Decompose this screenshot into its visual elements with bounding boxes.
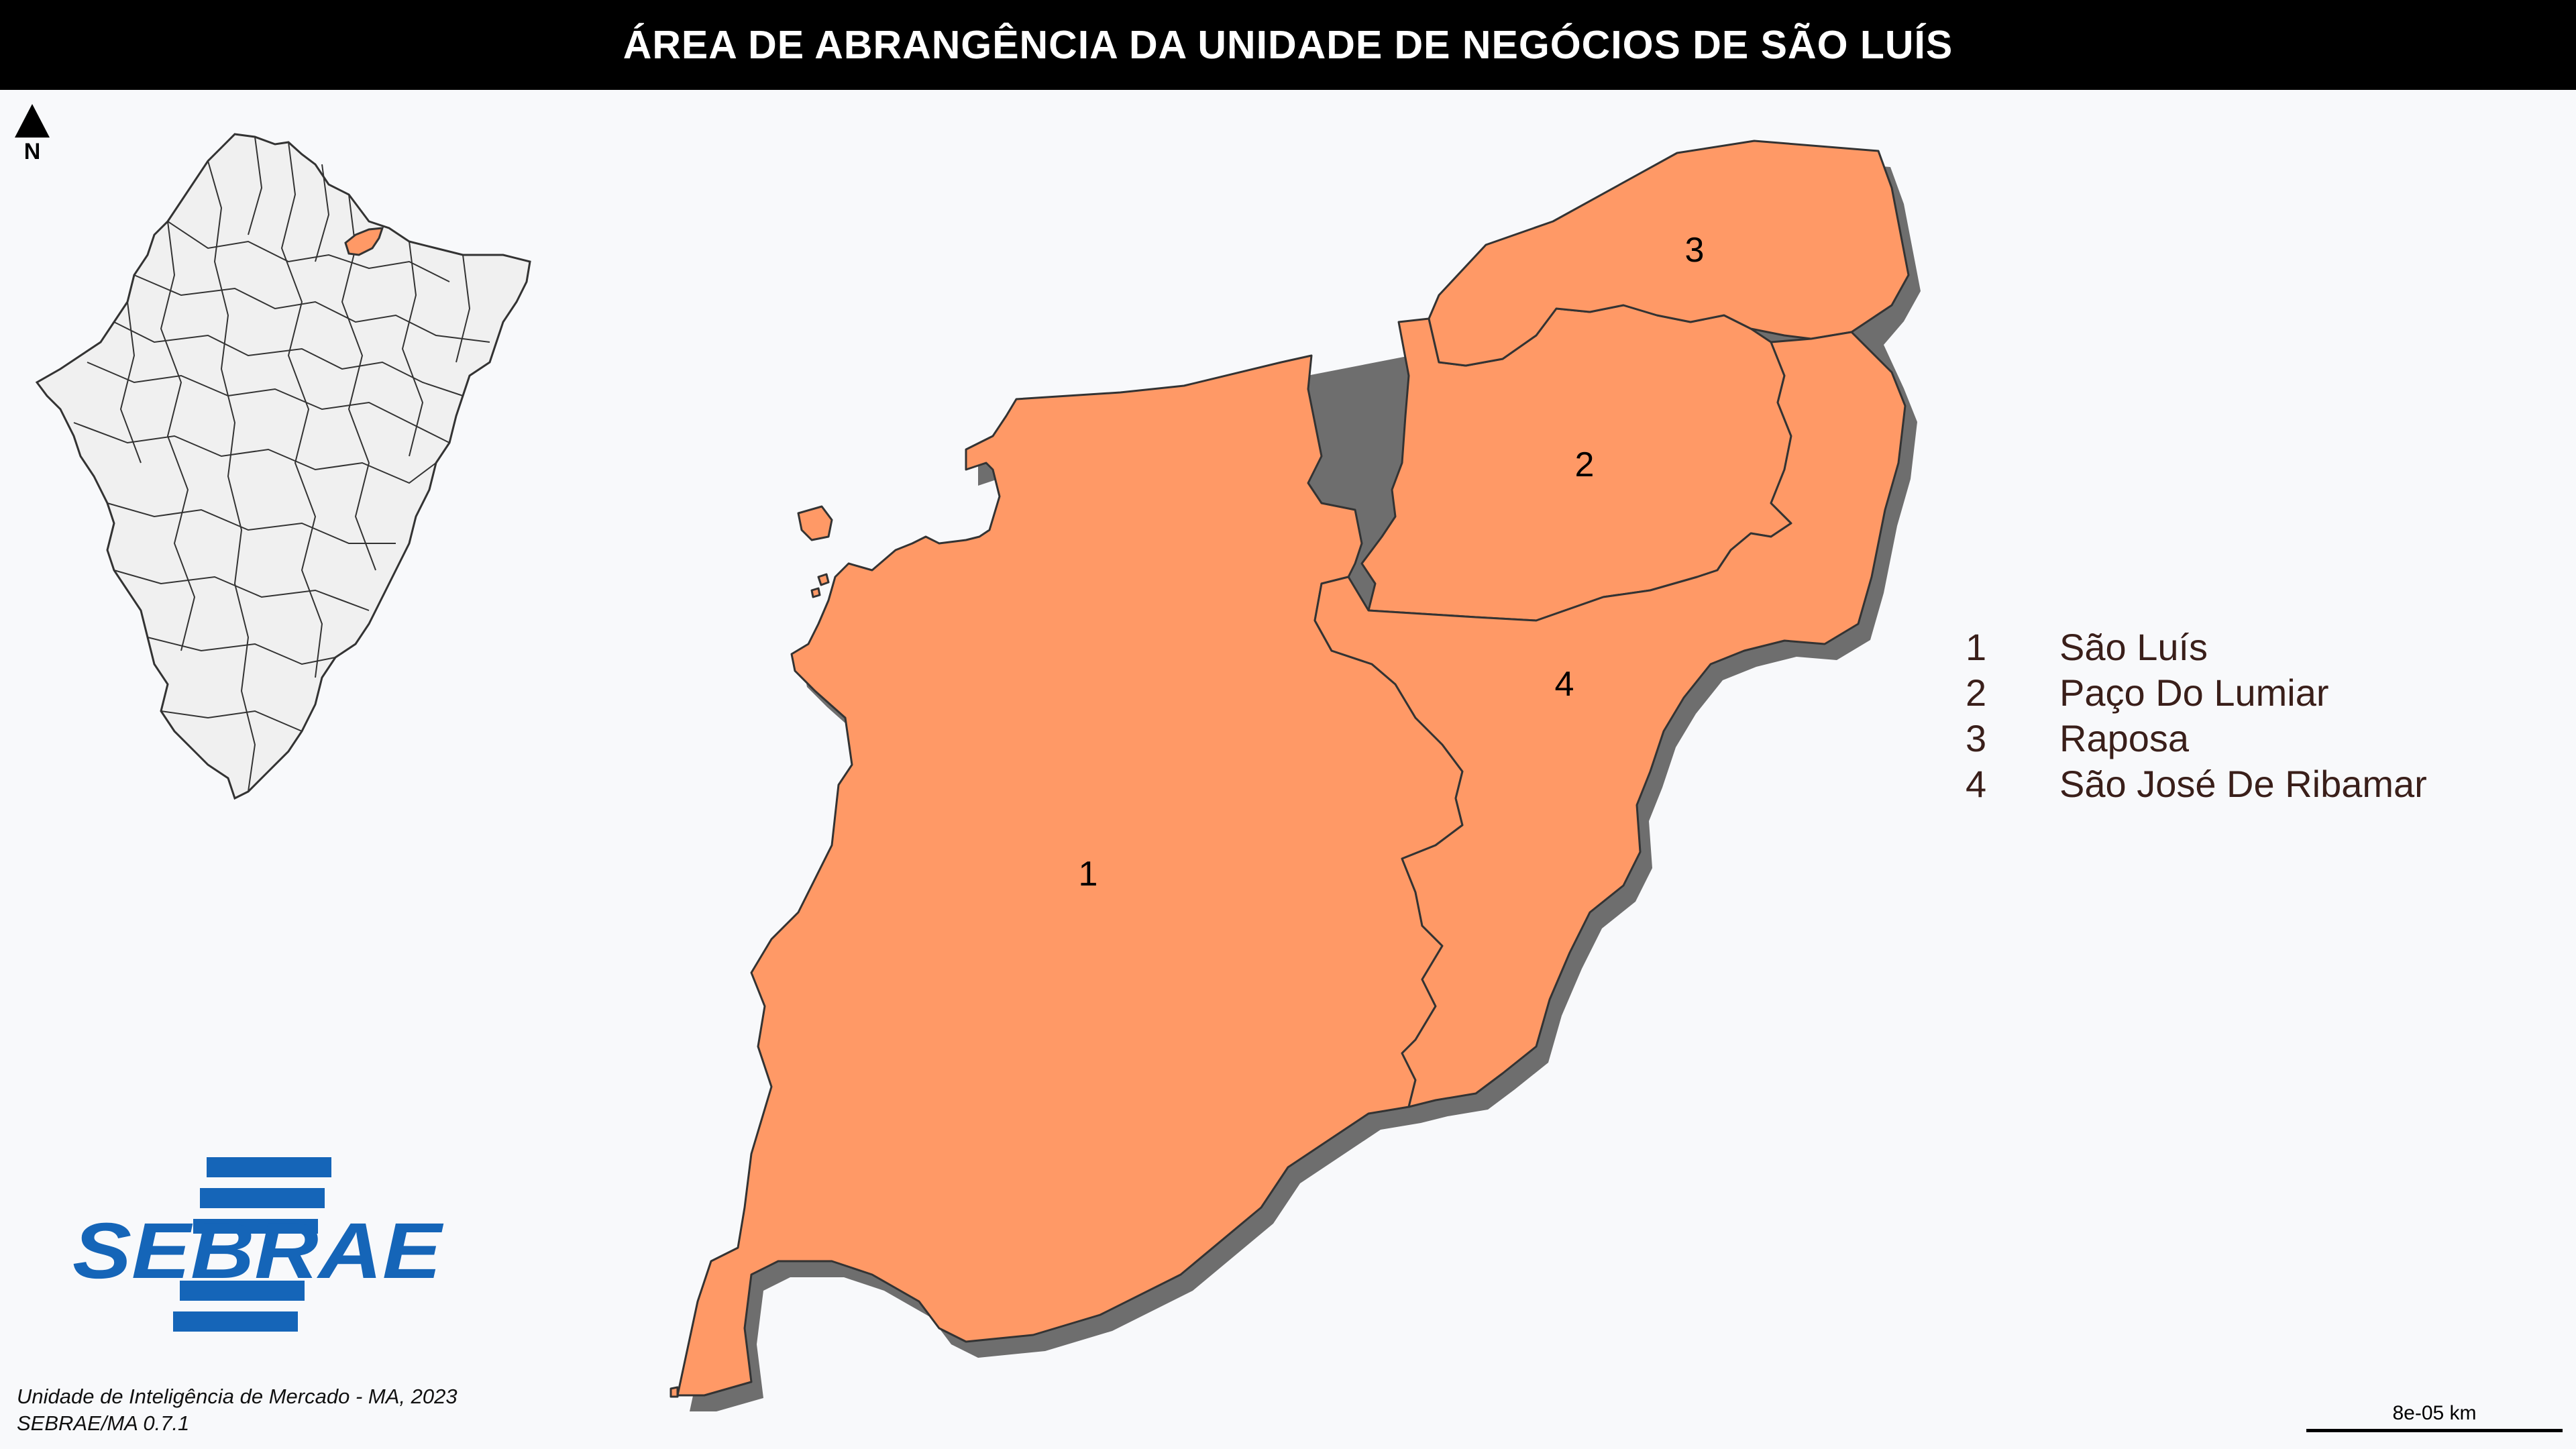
map-label-3: 3 xyxy=(1685,231,1705,270)
region-number-labels: 1 2 3 4 xyxy=(1079,231,1705,894)
sebrae-logo-bars xyxy=(173,1157,331,1332)
map-label-4: 4 xyxy=(1555,665,1574,704)
region-4-sao-jose-de-ribamar xyxy=(1313,331,1907,1108)
credits-line-1: Unidade de Inteligência de Mercado - MA,… xyxy=(17,1385,458,1408)
legend-number: 1 xyxy=(1966,625,1987,668)
title-bar: ÁREA DE ABRANGÊNCIA DA UNIDADE DE NEGÓCI… xyxy=(0,0,2576,90)
islet xyxy=(817,573,830,586)
north-arrow: N xyxy=(13,104,51,171)
map-label-1: 1 xyxy=(1079,855,1098,894)
state-outline xyxy=(35,133,531,800)
credits: Unidade de Inteligência de Mercado - MA,… xyxy=(17,1383,458,1437)
legend-number: 4 xyxy=(1966,762,1987,805)
north-label: N xyxy=(23,139,41,164)
legend-item: 3 Raposa xyxy=(1966,715,2427,761)
sebrae-logo-text: SEBRAE xyxy=(72,1207,444,1295)
scale-line xyxy=(2306,1429,2563,1432)
inset-highlight-sao-luis-island xyxy=(344,227,384,256)
legend-number: 2 xyxy=(1966,671,1987,714)
municipality-polygons xyxy=(669,140,1910,1398)
municipality-boundaries xyxy=(73,136,490,792)
legend-item: 2 Paço Do Lumiar xyxy=(1966,669,2427,715)
inset-locator-map xyxy=(35,133,531,800)
legend-name: Raposa xyxy=(2059,716,2190,759)
scale-label: 8e-05 km xyxy=(2392,1402,2477,1424)
legend: 1 São Luís 2 Paço Do Lumiar 3 Raposa 4 S… xyxy=(1966,624,2427,806)
legend-item: 1 São Luís xyxy=(1966,624,2427,669)
legend-name: Paço Do Lumiar xyxy=(2059,671,2329,714)
islet xyxy=(669,1386,679,1398)
north-arrow-icon xyxy=(15,104,50,138)
map-title: ÁREA DE ABRANGÊNCIA DA UNIDADE DE NEGÓCI… xyxy=(623,23,1953,67)
scale-bar: 8e-05 km xyxy=(2306,1402,2563,1436)
legend-item: 4 São José De Ribamar xyxy=(1966,761,2427,806)
legend-name: São José De Ribamar xyxy=(2059,762,2427,805)
map-label-2: 2 xyxy=(1575,445,1595,484)
region-1-sao-luis xyxy=(676,354,1464,1397)
legend-number: 3 xyxy=(1966,716,1987,759)
islet xyxy=(810,587,821,598)
legend-name: São Luís xyxy=(2059,625,2208,668)
sebrae-logo: SEBRAE xyxy=(72,1157,444,1332)
credits-line-2: SEBRAE/MA 0.7.1 xyxy=(17,1411,190,1435)
region-3-raposa xyxy=(1428,140,1910,367)
islet xyxy=(797,505,833,541)
